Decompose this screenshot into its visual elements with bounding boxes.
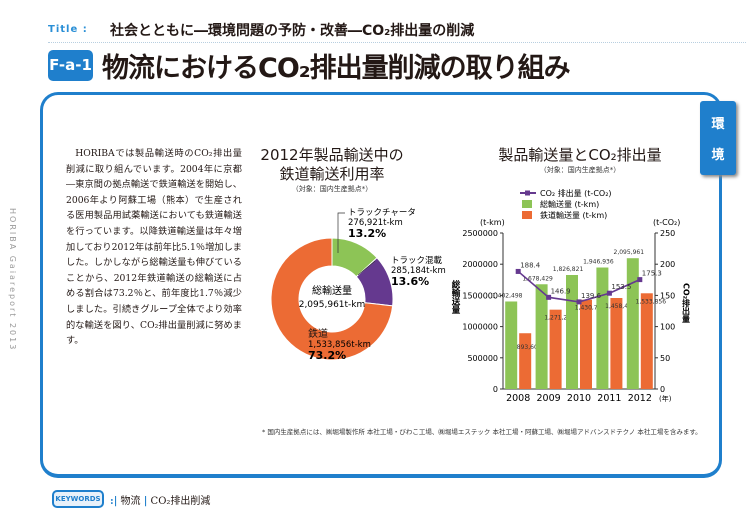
- leader-line: [337, 212, 345, 253]
- bar-value-label: 1,946,936: [583, 259, 614, 266]
- right-tick-label: 250: [660, 229, 675, 238]
- donut-subtitle: （対象：国内生産拠点*）: [291, 185, 373, 193]
- left-tick-label: 1500000: [462, 291, 498, 300]
- donut-center-value: 2,095,961t-km: [299, 300, 366, 310]
- keyword-item[interactable]: 物流: [120, 496, 141, 507]
- right-tick-label: 150: [660, 291, 675, 300]
- co2-point: [546, 294, 552, 300]
- donut-title-line2: 鉄道輸送利用率: [279, 165, 385, 183]
- co2-value-label: 139.6: [581, 292, 602, 300]
- left-axis-unit: (t-km): [480, 218, 505, 227]
- co2-value-label: 146.9: [551, 287, 571, 295]
- bar-total: [596, 267, 609, 389]
- title-label: Title :: [48, 24, 88, 35]
- bar-total: [566, 275, 578, 389]
- bar-value-label: 1,430,740: [575, 305, 606, 312]
- slice-percent-truck-charter: 13.2%: [348, 227, 386, 240]
- right-tick-label: 200: [660, 260, 675, 269]
- donut-title-line1: 2012年製品輸送中の: [260, 146, 404, 164]
- legend-marker: [525, 190, 530, 196]
- slice-value-truck-charter: 276,921t-km: [348, 218, 403, 228]
- page-title: 物流におけるCO₂排出量削減の取り組み: [102, 53, 571, 84]
- left-tick-label: 500000: [467, 354, 498, 363]
- x-axis-unit: (年): [659, 394, 672, 403]
- content-panel: [40, 92, 722, 478]
- co2-point: [606, 290, 612, 296]
- co2-value-label: 153.5: [611, 283, 631, 291]
- donut-chart: トラックチャータ 276,921t-km 13.2% トラック混載 285,18…: [270, 208, 446, 362]
- slice-value-truck-mixed: 285,184t-km: [391, 266, 446, 276]
- bar-total: [535, 284, 548, 389]
- bar-chart: CO₂ 排出量 (t-CO₂)総輸送量 (t-km)鉄道輸送量 (t-km) (…: [450, 188, 691, 404]
- bar-total: [505, 301, 518, 389]
- x-tick-label: 2012: [628, 393, 652, 404]
- keyword-item[interactable]: CO₂排出削減: [150, 496, 211, 507]
- legend-label: CO₂ 排出量 (t-CO₂): [540, 188, 612, 198]
- footnote: * 国内生産拠点には、㈱堀場製作所 本社工場・びわこ工場、㈱堀場エステック 本社…: [262, 428, 702, 436]
- slice-label-truck-charter: トラックチャータ: [348, 208, 416, 218]
- co2-value-label: 188.4: [520, 261, 541, 269]
- right-tick-label: 50: [660, 354, 670, 363]
- bar-value-label: 1,402,498: [492, 292, 523, 299]
- slice-percent-truck-mixed: 13.6%: [391, 275, 429, 288]
- co2-value-label: 175.3: [642, 270, 662, 278]
- left-tick-label: 0: [493, 385, 498, 394]
- x-tick-label: 2010: [567, 393, 591, 404]
- bar-total: [626, 258, 639, 389]
- legend-label: 総輸送量 (t-km): [540, 199, 599, 209]
- left-tick-label: 2000000: [462, 260, 498, 269]
- co2-point: [637, 277, 643, 283]
- bar-rail: [640, 293, 653, 389]
- bar-value-label: 1,533,856: [636, 298, 667, 305]
- leader-line: [357, 260, 376, 276]
- body-text: HORIBAでは製品輸送時のCO₂排出量削減に取り組んでいます。2004年に京都…: [66, 148, 242, 347]
- co2-point: [576, 299, 582, 305]
- left-tick-label: 1000000: [462, 323, 498, 332]
- right-tick-label: 100: [660, 323, 675, 332]
- bar-value-label: 2,095,961: [614, 249, 645, 256]
- x-tick-label: 2011: [597, 393, 621, 404]
- bar-rail: [519, 333, 532, 389]
- bar-rail: [610, 297, 623, 389]
- bar-chart-title: 製品輸送量とCO₂排出量: [498, 146, 662, 164]
- donut-slice: [270, 237, 394, 361]
- bar-value-label: 893,600: [517, 344, 542, 351]
- slice-label-truck-mixed: トラック混載: [391, 255, 443, 266]
- bar-rail: [549, 309, 562, 389]
- tab-label-1: 環: [711, 117, 725, 132]
- divider: [48, 42, 746, 43]
- tab-environment[interactable]: 環境: [700, 101, 736, 175]
- bar-chart-subtitle: （対象：国内生産拠点*）: [539, 166, 621, 174]
- slice-label-rail: 鉄道: [308, 327, 328, 340]
- keywords-list: :| 物流 | CO₂排出削減: [110, 496, 211, 507]
- slice-value-rail: 1,533,856t-km: [308, 340, 371, 350]
- donut-chart-title: 2012年製品輸送中の 鉄道輸送利用率 （対象：国内生産拠点*）: [252, 146, 412, 194]
- x-tick-label: 2009: [537, 393, 561, 404]
- slice-percent-rail: 73.2%: [308, 349, 346, 362]
- bar-value-label: 1,271,275: [544, 315, 575, 322]
- right-axis-unit: (t-CO₂): [653, 218, 680, 227]
- bar-value-label: 1,458,408: [605, 303, 636, 310]
- x-tick-label: 2008: [506, 393, 530, 404]
- donut-center-label: 総輸送量: [312, 284, 352, 297]
- right-tick-label: 0: [660, 385, 665, 394]
- tab-label-2: 境: [711, 148, 725, 163]
- keywords-badge: KEYWORDS: [52, 490, 104, 508]
- section-code-badge: F-a-1: [48, 50, 93, 81]
- bar-chart-title-block: 製品輸送量とCO₂排出量 （対象：国内生産拠点*）: [470, 146, 690, 175]
- side-report-label: HORIBA Gaiareport 2013: [8, 208, 17, 352]
- bar-rail: [580, 299, 592, 389]
- left-axis-label: 総輸送量: [450, 279, 461, 315]
- section-subtitle: 社会とともに―環境問題の予防・改善―CO₂排出量の削減: [110, 23, 475, 39]
- legend-swatch: [522, 211, 532, 219]
- bar-value-label: 1,678,429: [522, 275, 553, 282]
- left-tick-label: 2500000: [462, 229, 498, 238]
- co2-point: [515, 268, 521, 274]
- bar-value-label: 1,826,821: [553, 266, 584, 273]
- legend-swatch: [522, 200, 532, 208]
- right-axis-label: CO₂排出量: [682, 283, 691, 324]
- legend-label: 鉄道輸送量 (t-km): [540, 210, 607, 220]
